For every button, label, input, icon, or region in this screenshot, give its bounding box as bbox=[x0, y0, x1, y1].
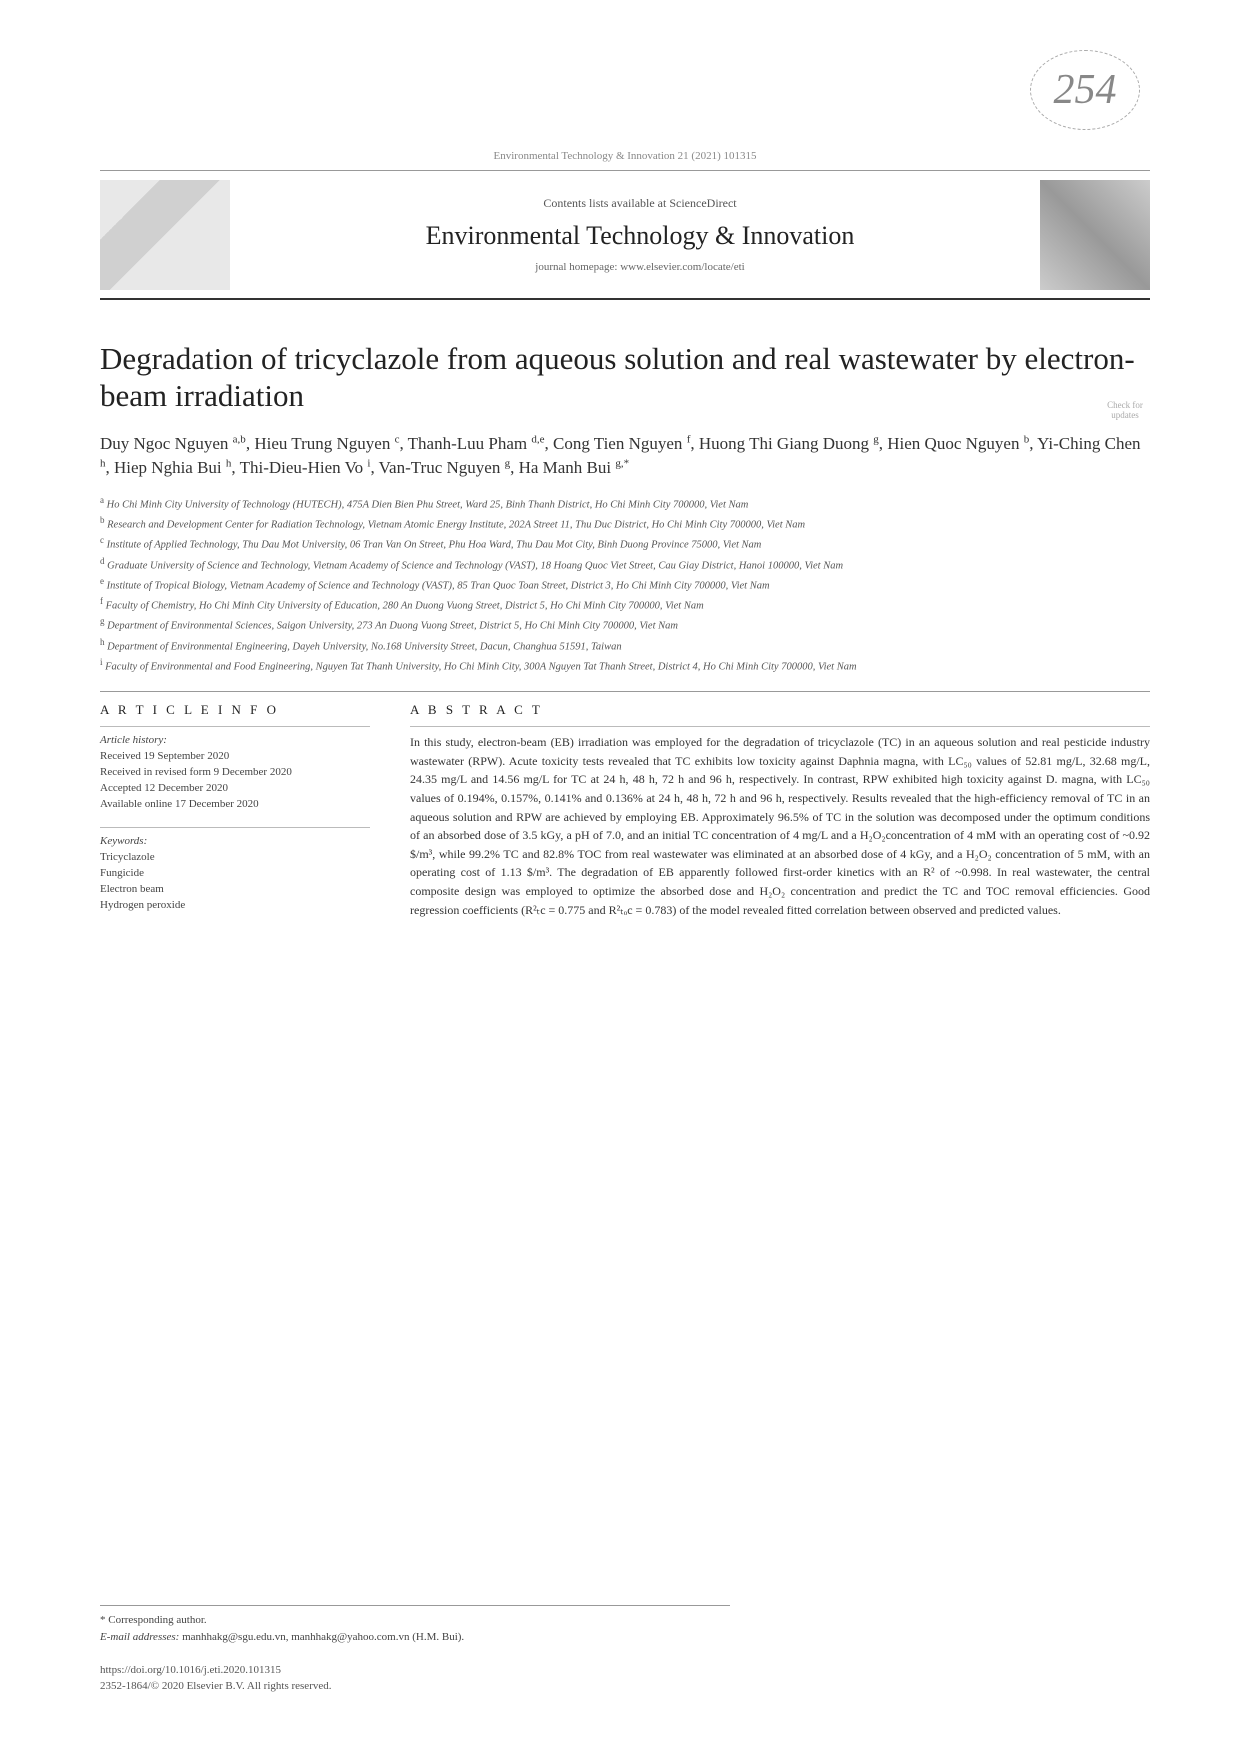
history-item: Received 19 September 2020 bbox=[100, 749, 370, 765]
corresponding-author-block: * Corresponding author. E-mail addresses… bbox=[100, 1605, 730, 1645]
handwritten-annotation: 254 bbox=[1030, 50, 1140, 130]
affiliation-item: h Department of Environmental Engineerin… bbox=[100, 636, 1150, 655]
doi-link[interactable]: https://doi.org/10.1016/j.eti.2020.10131… bbox=[100, 1663, 1150, 1678]
info-abstract-row: A R T I C L E I N F O Article history: R… bbox=[100, 702, 1150, 927]
affiliation-item: b Research and Development Center for Ra… bbox=[100, 514, 1150, 533]
affiliation-item: d Graduate University of Science and Tec… bbox=[100, 555, 1150, 574]
article-history-block: Article history: Received 19 September 2… bbox=[100, 726, 370, 813]
affiliation-item: c Institute of Applied Technology, Thu D… bbox=[100, 534, 1150, 553]
doi-copyright: https://doi.org/10.1016/j.eti.2020.10131… bbox=[100, 1663, 1150, 1694]
article-title: Degradation of tricyclazole from aqueous… bbox=[100, 340, 1150, 414]
keyword-item: Fungicide bbox=[100, 866, 370, 882]
affiliations-list: a Ho Chi Minh City University of Technol… bbox=[100, 494, 1150, 675]
page-footer: * Corresponding author. E-mail addresses… bbox=[100, 1605, 1150, 1694]
history-label: Article history: bbox=[100, 733, 370, 749]
abstract-heading: A B S T R A C T bbox=[410, 702, 1150, 718]
cover-thumbnail bbox=[100, 180, 230, 290]
divider-line bbox=[100, 691, 1150, 692]
corr-label: Corresponding author. bbox=[108, 1614, 206, 1626]
email-label: E-mail addresses: bbox=[100, 1631, 179, 1643]
authors-list: Duy Ngoc Nguyen a,b, Hieu Trung Nguyen c… bbox=[100, 432, 1150, 480]
abstract-text: In this study, electron-beam (EB) irradi… bbox=[410, 726, 1150, 919]
journal-homepage: journal homepage: www.elsevier.com/locat… bbox=[250, 261, 1030, 273]
history-item: Received in revised form 9 December 2020 bbox=[100, 765, 370, 781]
corr-star: * bbox=[100, 1614, 106, 1626]
keyword-item: Electron beam bbox=[100, 882, 370, 898]
keyword-item: Tricyclazole bbox=[100, 850, 370, 866]
banner-center: Contents lists available at ScienceDirec… bbox=[250, 196, 1030, 273]
copyright-text: 2352-1864/© 2020 Elsevier B.V. All right… bbox=[100, 1679, 1150, 1694]
contents-available-text: Contents lists available at ScienceDirec… bbox=[250, 196, 1030, 211]
keywords-label: Keywords: bbox=[100, 834, 370, 850]
affiliation-item: f Faculty of Chemistry, Ho Chi Minh City… bbox=[100, 595, 1150, 614]
journal-reference: Environmental Technology & Innovation 21… bbox=[100, 150, 1150, 162]
journal-banner: Contents lists available at ScienceDirec… bbox=[100, 170, 1150, 300]
check-updates-badge[interactable]: Check for updates bbox=[1100, 400, 1150, 420]
history-item: Available online 17 December 2020 bbox=[100, 797, 370, 813]
email-addresses: manhhakg@sgu.edu.vn, manhhakg@yahoo.com.… bbox=[182, 1631, 464, 1643]
history-item: Accepted 12 December 2020 bbox=[100, 781, 370, 797]
affiliation-item: i Faculty of Environmental and Food Engi… bbox=[100, 656, 1150, 675]
affiliation-item: g Department of Environmental Sciences, … bbox=[100, 615, 1150, 634]
keyword-item: Hydrogen peroxide bbox=[100, 898, 370, 914]
article-info-heading: A R T I C L E I N F O bbox=[100, 702, 370, 718]
publisher-logo bbox=[1040, 180, 1150, 290]
article-info-column: A R T I C L E I N F O Article history: R… bbox=[100, 702, 370, 927]
keywords-block: Keywords: Tricyclazole Fungicide Electro… bbox=[100, 827, 370, 914]
journal-name: Environmental Technology & Innovation bbox=[250, 221, 1030, 251]
affiliation-item: a Ho Chi Minh City University of Technol… bbox=[100, 494, 1150, 513]
affiliation-item: e Institute of Tropical Biology, Vietnam… bbox=[100, 575, 1150, 594]
abstract-column: A B S T R A C T In this study, electron-… bbox=[410, 702, 1150, 927]
